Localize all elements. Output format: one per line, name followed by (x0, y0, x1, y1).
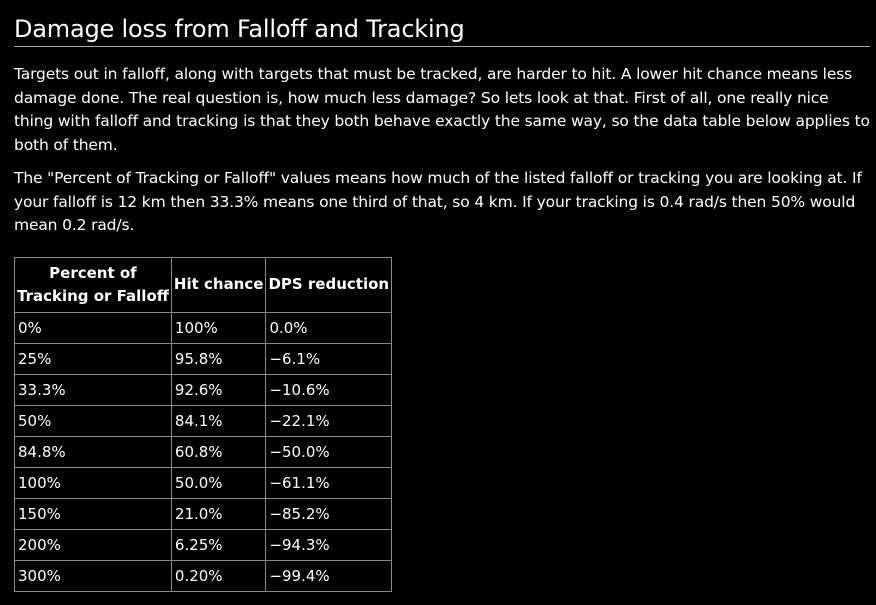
cell-hit-chance: 84.1% (170, 404, 267, 437)
cell-dps-reduction: −61.1% (265, 466, 393, 499)
table-row: 200% 6.25% −94.3% (14, 528, 393, 561)
cell-dps-reduction: 0.0% (265, 311, 393, 344)
table-row: 50% 84.1% −22.1% (14, 404, 393, 437)
cell-dps-reduction: −10.6% (265, 373, 393, 406)
cell-hit-chance: 6.25% (170, 528, 267, 561)
header-percent-line1: Percent of (49, 263, 137, 282)
table-row: 100% 50.0% −61.1% (14, 466, 393, 499)
table-row: 33.3% 92.6% −10.6% (14, 373, 393, 406)
cell-dps-reduction: −22.1% (265, 404, 393, 437)
cell-dps-reduction: −94.3% (265, 528, 393, 561)
cell-hit-chance: 92.6% (170, 373, 267, 406)
table-row: 150% 21.0% −85.2% (14, 497, 393, 530)
cell-hit-chance: 50.0% (170, 466, 267, 499)
cell-percent: 84.8% (14, 435, 172, 468)
cell-percent: 200% (14, 528, 172, 561)
cell-hit-chance: 60.8% (170, 435, 267, 468)
table-header-row: Percent of Tracking or Falloff Hit chanc… (14, 256, 393, 313)
cell-dps-reduction: −50.0% (265, 435, 393, 468)
cell-percent: 300% (14, 559, 172, 592)
cell-dps-reduction: −85.2% (265, 497, 393, 530)
header-percent-line2: Tracking or Falloff (17, 286, 169, 305)
cell-percent: 100% (14, 466, 172, 499)
table-row: 25% 95.8% −6.1% (14, 342, 393, 375)
cell-hit-chance: 0.20% (170, 559, 267, 592)
table-body: 0% 100% 0.0% 25% 95.8% −6.1% 33.3% 92.6% −10.6% 5… (14, 311, 393, 592)
cell-percent: 150% (14, 497, 172, 530)
header-dps-reduction: DPS reduction (265, 256, 393, 313)
header-percent: Percent of Tracking or Falloff (14, 256, 172, 313)
table-row: 300% 0.20% −99.4% (14, 559, 393, 592)
cell-percent: 0% (14, 311, 172, 344)
damage-loss-table: Percent of Tracking or Falloff Hit chanc… (14, 256, 393, 592)
cell-percent: 25% (14, 342, 172, 375)
cell-dps-reduction: −99.4% (265, 559, 393, 592)
cell-hit-chance: 95.8% (170, 342, 267, 375)
intro-paragraph: Targets out in falloff, along with targe… (14, 65, 870, 154)
table-row: 84.8% 60.8% −50.0% (14, 435, 393, 468)
page-title: Damage loss from Falloff and Tracking (14, 14, 870, 47)
explanation-paragraph: The "Percent of Tracking or Falloff" val… (14, 169, 862, 234)
cell-percent: 50% (14, 404, 172, 437)
cell-hit-chance: 21.0% (170, 497, 267, 530)
cell-dps-reduction: −6.1% (265, 342, 393, 375)
cell-percent: 33.3% (14, 373, 172, 406)
table-row: 0% 100% 0.0% (14, 311, 393, 344)
header-hit-chance: Hit chance (170, 256, 267, 313)
cell-hit-chance: 100% (170, 311, 267, 344)
